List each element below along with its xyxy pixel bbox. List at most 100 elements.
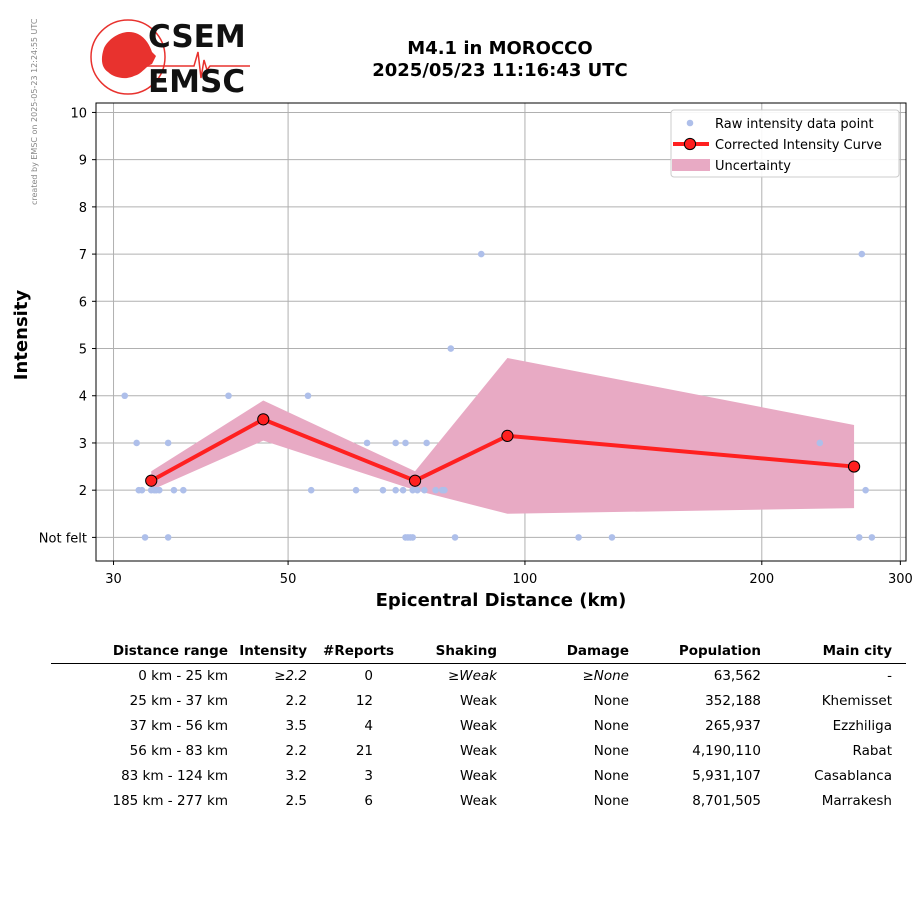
table-header: Main city xyxy=(822,643,892,659)
table-cell: 3 xyxy=(364,768,373,784)
table-cell: Weak xyxy=(460,693,497,709)
raw-intensity-point xyxy=(575,534,582,541)
logo-text-emsc: EMSC xyxy=(148,64,245,100)
table-cell: ≥Weak xyxy=(447,668,497,684)
raw-intensity-point xyxy=(392,439,399,447)
table-cell: None xyxy=(593,718,629,734)
corrected-intensity-marker xyxy=(145,474,158,487)
table-cell: Weak xyxy=(460,793,497,809)
raw-intensity-point xyxy=(138,486,146,494)
raw-intensity-point xyxy=(399,486,407,494)
logo-europe-shape xyxy=(101,31,156,79)
table-cell: 37 km - 56 km xyxy=(129,718,228,734)
table-cell: Weak xyxy=(460,768,497,784)
raw-intensity-point xyxy=(133,439,140,447)
chart-title-line1: M4.1 in MOROCCO xyxy=(407,38,593,59)
corrected-intensity-marker xyxy=(501,429,514,442)
corrected-intensity-marker xyxy=(847,460,861,473)
y-tick-label: 3 xyxy=(79,437,87,452)
raw-intensity-point xyxy=(363,439,371,447)
table-cell: 6 xyxy=(364,793,373,809)
table-cell: 0 xyxy=(364,668,373,684)
table-header: Shaking xyxy=(435,643,497,659)
table-cell: Weak xyxy=(460,743,497,759)
legend-label: Uncertainty xyxy=(715,159,791,174)
x-tick-label: 100 xyxy=(513,572,538,587)
csem-emsc-logo: CSEM EMSC xyxy=(90,19,250,100)
axis-ticks: 30 50 100 200 300 Not felt 2 3 4 5 6 7 8 9 10 xyxy=(39,106,913,587)
table-cell: 2.5 xyxy=(285,793,307,809)
raw-intensity-point xyxy=(855,534,863,541)
y-tick-label: 10 xyxy=(70,106,87,121)
table-cell: None xyxy=(593,693,629,709)
raw-intensity-point xyxy=(164,439,172,447)
table-cell: 3.5 xyxy=(285,718,307,734)
logo-seismogram xyxy=(146,51,250,79)
table-header: Damage xyxy=(566,643,629,659)
raw-intensity-point xyxy=(352,486,360,494)
table-cell: - xyxy=(887,668,892,684)
table-cell: 4,190,110 xyxy=(692,743,761,759)
y-tick-label: 7 xyxy=(79,248,87,263)
raw-intensity-point xyxy=(477,250,485,258)
raw-intensity-point xyxy=(816,439,824,447)
table-cell: 265,937 xyxy=(705,718,761,734)
table-cell: Ezzhiliga xyxy=(832,718,892,734)
raw-intensity-point xyxy=(304,392,312,400)
raw-intensity-point xyxy=(141,534,149,541)
raw-intensity-point xyxy=(402,439,409,447)
table-cell: 4 xyxy=(364,718,373,734)
table-cell: 352,188 xyxy=(705,693,761,709)
raw-intensity-point xyxy=(862,486,869,494)
y-tick-label: 8 xyxy=(79,201,87,216)
chart-title-line2: 2025/05/23 11:16:43 UTC xyxy=(372,60,628,81)
raw-intensity-point xyxy=(421,486,428,494)
raw-intensity-point xyxy=(170,486,178,494)
y-axis-label: Intensity xyxy=(11,290,32,381)
raw-intensity-point xyxy=(409,486,416,494)
raw-intensity-point xyxy=(121,392,129,400)
table-cell: 2.2 xyxy=(285,743,307,759)
table-cell: 25 km - 37 km xyxy=(129,693,228,709)
table-header: Population xyxy=(678,643,761,659)
chart-legend: Raw intensity data point Corrected Intens… xyxy=(670,109,900,178)
legend-label: Corrected Intensity Curve xyxy=(715,138,882,153)
raw-intensity-point xyxy=(423,439,430,447)
y-tick-label: 5 xyxy=(79,343,87,358)
table-cell: 0 km - 25 km xyxy=(138,668,228,684)
raw-intensity-point xyxy=(414,486,421,494)
chart-title: M4.1 in MOROCCO 2025/05/23 11:16:43 UTC xyxy=(300,38,700,82)
table-cell: Khemisset xyxy=(821,693,892,709)
table-header: Intensity xyxy=(239,643,307,659)
y-tick-label: Not felt xyxy=(39,531,87,546)
table-cell: ≥None xyxy=(582,668,629,684)
x-tick-label: 200 xyxy=(749,572,774,587)
table-cell: Weak xyxy=(460,718,497,734)
y-tick-label: 9 xyxy=(79,154,87,169)
raw-points-layer xyxy=(121,250,876,541)
legend-frame xyxy=(670,109,900,178)
raw-intensity-point xyxy=(441,486,448,494)
raw-intensity-point xyxy=(451,534,459,541)
x-axis-label: Epicentral Distance (km) xyxy=(376,590,627,611)
table-cell: None xyxy=(593,793,629,809)
y-tick-label: 2 xyxy=(79,484,87,499)
raw-intensity-point xyxy=(392,486,399,494)
table-cell: 5,931,107 xyxy=(692,768,761,784)
table-cell: None xyxy=(593,768,629,784)
y-tick-label: 4 xyxy=(79,390,87,405)
table-cell: Rabat xyxy=(852,743,893,759)
raw-intensity-point xyxy=(225,392,232,400)
corrected-intensity-marker xyxy=(408,474,422,487)
table-cell: 12 xyxy=(355,693,373,709)
table-header-rule xyxy=(51,663,906,664)
logo-text-csem: CSEM xyxy=(148,19,246,55)
raw-intensity-point xyxy=(180,486,187,494)
table-cell: Marrakesh xyxy=(821,793,892,809)
raw-intensity-point xyxy=(409,534,416,541)
table-cell: Casablanca xyxy=(814,768,892,784)
table-cell: 56 km - 83 km xyxy=(129,743,228,759)
table-cell: 2.2 xyxy=(285,693,307,709)
table-cell: 21 xyxy=(355,743,373,759)
legend-band-swatch xyxy=(672,159,710,171)
